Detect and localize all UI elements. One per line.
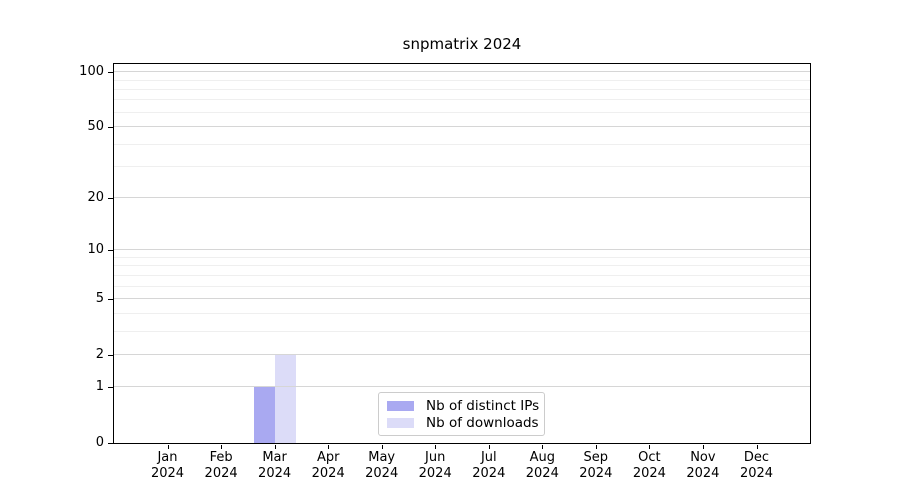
legend-swatch-distinct-ips [387, 400, 414, 411]
month-label: Nov [690, 450, 716, 465]
y-tick-label-0: 0 [95, 435, 104, 450]
gridline-minor-90 [114, 79, 810, 81]
year-label: 2024 [258, 465, 292, 481]
month-label: Jan [157, 450, 178, 465]
x-tick-dec [756, 445, 758, 449]
gridline-minor-40 [114, 143, 810, 145]
y-tick-label-20: 20 [87, 190, 104, 206]
gridline-major-10 [114, 249, 810, 251]
chart-title: snpmatrix 2024 [402, 35, 522, 53]
legend-label-distinct-ips: Nb of distinct IPs [426, 397, 540, 414]
year-label: 2024 [472, 465, 506, 481]
month-label: Feb [209, 450, 233, 465]
gridline-major-50 [114, 126, 810, 127]
y-tick-50 [108, 127, 113, 128]
month-label: Jun [425, 450, 446, 465]
x-tick-jan [167, 445, 169, 449]
legend-item-distinct-ips: Nb of distinct IPs [387, 397, 540, 414]
bars-layer [114, 64, 810, 443]
y-tick-10 [108, 250, 113, 252]
x-tick-label-apr: Apr 2024 [298, 450, 358, 481]
x-tick-label-sep: Sep 2024 [566, 450, 626, 481]
year-label: 2024 [686, 465, 720, 481]
y-tick-100 [108, 72, 113, 74]
y-tick-2 [108, 354, 113, 356]
gridline-minor-30 [114, 166, 810, 167]
x-tick-apr [328, 445, 330, 449]
gridline-minor-6 [114, 285, 810, 287]
y-tick-0 [108, 443, 113, 444]
gridline-major-2 [114, 353, 810, 355]
month-label: Jul [480, 450, 497, 465]
month-label: Sep [583, 450, 609, 465]
x-tick-nov [702, 445, 704, 449]
y-tick-1 [108, 387, 113, 389]
y-tick-5 [108, 299, 113, 300]
year-label: 2024 [579, 465, 613, 481]
x-tick-label-jul: Jul 2024 [459, 450, 519, 481]
y-tick-label-10: 10 [87, 242, 104, 258]
year-label: 2024 [204, 465, 238, 481]
x-tick-label-may: May 2024 [352, 450, 412, 481]
month-label: Apr [316, 450, 340, 465]
year-label: 2024 [739, 465, 774, 481]
plot-area [113, 63, 811, 444]
gridline-minor-3 [114, 330, 810, 332]
gridline-minor-60 [114, 111, 810, 113]
month-label: Mar [262, 450, 287, 465]
x-tick-label-jun: Jun 2024 [405, 450, 465, 481]
x-tick-label-aug: Aug 2024 [512, 450, 572, 481]
year-label: 2024 [525, 465, 559, 481]
gridline-minor-70 [114, 99, 810, 101]
legend-swatch-downloads [387, 417, 414, 428]
gridline-minor-4 [114, 312, 810, 314]
x-tick-jun [435, 445, 437, 449]
gridline-minor-7 [114, 274, 810, 276]
y-tick-label-5: 5 [95, 291, 104, 306]
y-tick-label-1: 1 [95, 379, 104, 395]
x-tick-label-dec: Dec 2024 [727, 450, 787, 481]
gridline-minor-80 [114, 88, 810, 90]
year-label: 2024 [311, 465, 345, 481]
y-tick-label-50: 50 [87, 119, 104, 134]
legend-label-downloads: Nb of downloads [426, 414, 539, 431]
y-tick-label-2: 2 [95, 346, 104, 362]
x-tick-oct [649, 445, 651, 449]
gridline-major-100 [114, 71, 810, 73]
y-tick-label-100: 100 [79, 64, 104, 80]
x-tick-feb [221, 445, 223, 449]
legend-item-downloads: Nb of downloads [387, 414, 539, 431]
x-tick-jul [488, 445, 490, 449]
gridline-major-20 [114, 197, 810, 199]
x-tick-label-nov: Nov 2024 [673, 450, 733, 481]
gridline-minor-9 [114, 256, 810, 258]
x-tick-label-mar: Mar 2024 [245, 450, 305, 481]
x-tick-sep [595, 445, 597, 449]
gridline-major-1 [114, 386, 810, 388]
gridline-minor-8 [114, 265, 810, 267]
month-label: Oct [638, 450, 661, 465]
grid-layer [114, 64, 810, 443]
bar-distinct-ips-mar [253, 387, 275, 443]
x-tick-label-oct: Oct 2024 [619, 450, 679, 481]
month-label: Dec [743, 450, 770, 465]
x-tick-may [381, 445, 383, 449]
month-label: May [368, 450, 396, 465]
bar-downloads-mar [274, 354, 296, 443]
x-tick-mar [274, 445, 276, 449]
x-tick-label-jan: Jan 2024 [138, 450, 198, 481]
year-label: 2024 [150, 465, 185, 481]
year-label: 2024 [365, 465, 399, 481]
year-label: 2024 [418, 465, 452, 481]
legend: Nb of distinct IPs Nb of downloads [378, 392, 545, 436]
x-tick-aug [542, 445, 544, 449]
month-label: Aug [529, 450, 555, 465]
year-label: 2024 [632, 465, 666, 481]
y-tick-20 [108, 198, 113, 200]
x-tick-label-feb: Feb 2024 [191, 450, 251, 481]
gridline-major-5 [114, 298, 810, 299]
